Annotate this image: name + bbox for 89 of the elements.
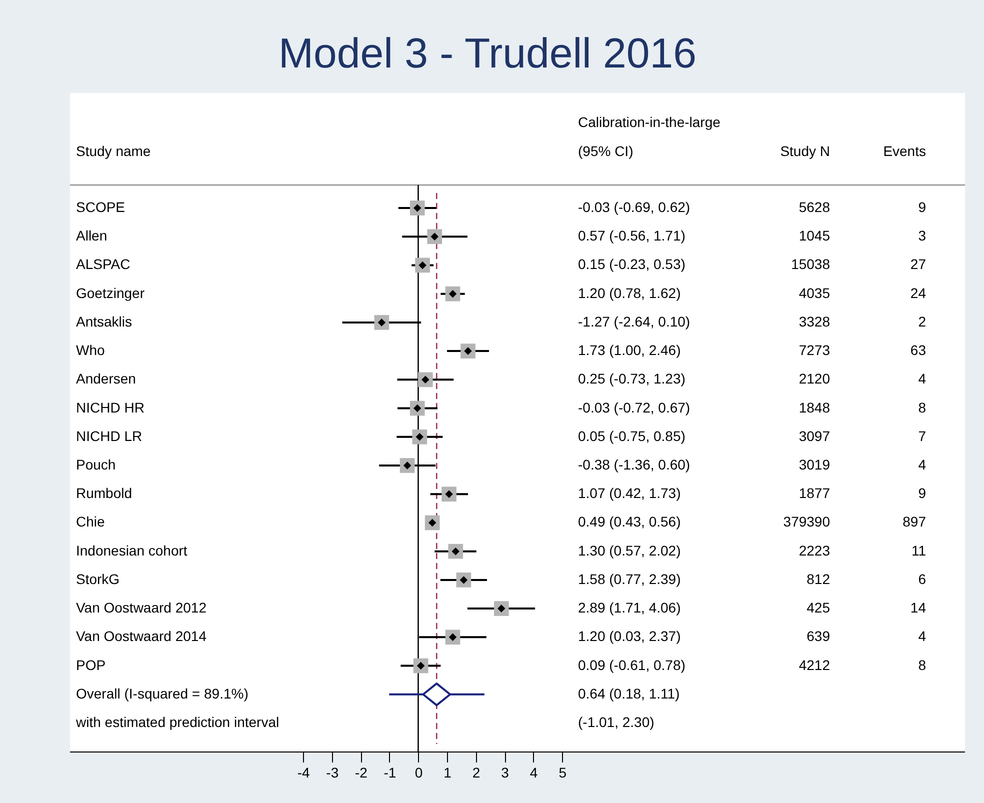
x-tick-label: -3: [326, 764, 339, 780]
annotation: 8: [918, 656, 926, 673]
annotation: 2.89 (1.71, 4.06): [578, 600, 681, 616]
y-tick-label: Pouch: [76, 456, 116, 472]
y-tick-label: NICHD LR: [76, 428, 142, 444]
annotation: 1877: [798, 485, 830, 502]
y-tick-label: NICHD HR: [76, 399, 144, 416]
y-tick-label: Antsaklis: [76, 313, 132, 330]
x-tick-label: 4: [530, 764, 538, 780]
annotation: 1.30 (0.57, 2.02): [578, 542, 681, 558]
y-tick-label: ALSPAC: [76, 256, 130, 272]
annotation: 3019: [798, 456, 830, 472]
annotation: 4035: [798, 284, 830, 301]
x-tick-label: 1: [444, 764, 452, 780]
annotation: 4212: [798, 656, 830, 673]
annotation: 4: [918, 628, 926, 644]
annotation: 1.58 (0.77, 2.39): [578, 570, 681, 587]
x-tick-label: -1: [384, 764, 396, 780]
annotation: 639: [806, 628, 830, 644]
x-tick-label: -2: [354, 764, 368, 780]
annotation: 379390: [783, 514, 830, 530]
x-tick-label: -4: [297, 764, 310, 780]
annotation: 812: [806, 570, 830, 587]
point: [422, 682, 452, 706]
y-tick-label: Overall (I-squared = 89.1%): [76, 685, 248, 702]
y-tick-label: SCOPE: [76, 199, 126, 215]
y-tick-label: Rumbold: [76, 485, 132, 502]
annotation: 1848: [798, 399, 830, 416]
annotation: 0.57 (-0.56, 1.71): [578, 228, 686, 244]
y-tick-label: Van Oostwaard 2014: [76, 628, 207, 644]
annotation: 9: [918, 199, 926, 215]
y-tick-label: Goetzinger: [76, 284, 145, 301]
annotation: 14: [910, 600, 926, 616]
y-tick-label: Chie: [76, 514, 106, 530]
annotation: 7: [918, 428, 926, 444]
annotation: 15038: [791, 256, 830, 272]
annotation: 2120: [798, 370, 830, 387]
x-tick-label: 0: [414, 764, 423, 780]
y-tick-label: StorkG: [76, 570, 120, 587]
annotation: 1.20 (0.78, 1.62): [578, 284, 681, 301]
annotation: -1.27 (-2.64, 0.10): [578, 313, 690, 330]
annotation: 1045: [798, 228, 830, 244]
x-tick-label: 2: [472, 764, 480, 780]
annotation: 4: [918, 370, 926, 387]
annotation: 0.09 (-0.61, 0.78): [578, 656, 686, 673]
x-tick-label: 5: [558, 764, 567, 780]
annotation: 5628: [798, 199, 830, 215]
text: Calibration-in-the-large: [578, 114, 721, 130]
annotation: 1.07 (0.42, 1.73): [578, 485, 681, 502]
y-tick-label: with estimated prediction interval: [75, 714, 280, 730]
y-tick-label: POP: [76, 656, 106, 673]
y-axis-title: Study name: [76, 143, 151, 159]
annotation: 0.05 (-0.75, 0.85): [578, 428, 686, 444]
annotation: 24: [910, 284, 926, 301]
annotation: 7273: [798, 342, 830, 358]
annotation: -0.03 (-0.72, 0.67): [578, 399, 690, 416]
annotation: 1.73 (1.00, 2.46): [578, 342, 681, 358]
annotation: 2223: [798, 542, 830, 558]
annotation: 3097: [798, 428, 830, 444]
y-tick-label: Indonesian cohort: [76, 542, 188, 558]
annotation: 3328: [798, 313, 830, 330]
annotation: 425: [806, 600, 830, 616]
annotation: 6: [918, 570, 926, 587]
annotation: 27: [910, 256, 926, 272]
annotation: 8: [918, 399, 926, 416]
annotation: 0.15 (-0.23, 0.53): [578, 256, 686, 272]
annotation: (-1.01, 2.30): [578, 714, 654, 730]
annotation: -0.03 (-0.69, 0.62): [578, 199, 690, 215]
annotation: 11: [911, 542, 926, 558]
annotation: 897: [902, 514, 926, 530]
y-tick-label: Andersen: [76, 370, 136, 387]
annotation: 2: [918, 313, 926, 330]
annotation: 3: [918, 228, 926, 244]
y-tick-label: Who: [76, 342, 105, 358]
chart-title: Model 3 - Trudell 2016: [278, 29, 696, 76]
x-tick-label: 3: [501, 764, 510, 780]
annotation: 9: [918, 485, 926, 502]
y-tick-label: Allen: [76, 228, 108, 244]
annotation: 4: [918, 456, 926, 472]
annotation: 0.64 (0.18, 1.11): [578, 685, 680, 702]
annotation: 63: [910, 342, 926, 358]
text: Events: [883, 143, 926, 159]
annotation: 1.20 (0.03, 2.37): [578, 628, 681, 644]
text: Study N: [780, 143, 830, 159]
y-tick-label: Van Oostwaard 2012: [76, 600, 207, 616]
annotation: 0.25 (-0.73, 1.23): [578, 370, 686, 387]
annotation: -0.38 (-1.36, 0.60): [578, 456, 690, 472]
annotation: 0.49 (0.43, 0.56): [578, 514, 681, 530]
text: (95% CI): [578, 143, 634, 159]
